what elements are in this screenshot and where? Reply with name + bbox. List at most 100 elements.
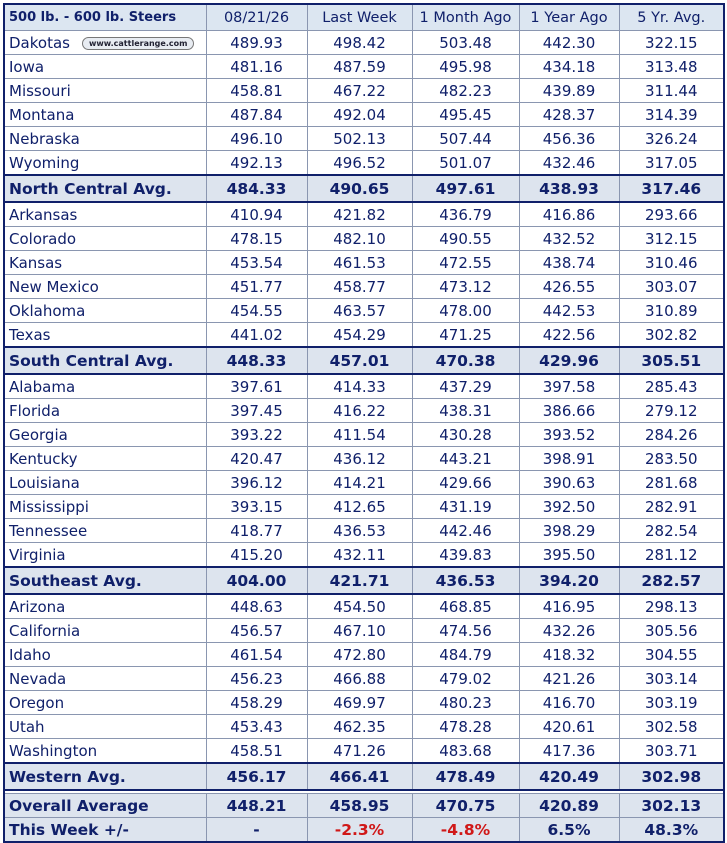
value-cell: 448.63 — [205, 593, 308, 619]
value-cell: 438.31 — [411, 398, 520, 423]
cell-text: Texas — [9, 325, 51, 344]
cell-text: 310.46 — [645, 253, 698, 272]
value-cell: 456.36 — [518, 126, 620, 151]
value-cell: 428.37 — [518, 102, 620, 127]
cell-text: 420.89 — [539, 796, 599, 815]
value-cell: 432.52 — [518, 226, 620, 251]
state-row: Arizona 448.63 454.50 468.85 416.95 298.13 — [3, 593, 725, 619]
value-cell: 411.54 — [306, 422, 413, 447]
cell-text: 458.77 — [333, 277, 386, 296]
value-cell: 281.12 — [618, 542, 725, 568]
state-row: New Mexico 451.77 458.77 473.12 426.55 303.07 — [3, 274, 725, 299]
cell-text: 442.46 — [439, 521, 492, 540]
cell-text: 421.71 — [329, 571, 390, 590]
value-cell: 420.47 — [205, 446, 308, 471]
cell-text: 6.5% — [547, 820, 591, 839]
cell-text: Wyoming — [9, 153, 80, 172]
cell-text: 392.50 — [542, 497, 596, 516]
cell-text: 466.88 — [333, 669, 386, 688]
cell-text: 397.61 — [230, 377, 283, 396]
change-row: This Week +/- - -2.3% -4.8% 6.5% 48.3% — [3, 817, 725, 843]
value-cell: 495.98 — [411, 54, 520, 79]
value-cell: 397.61 — [205, 373, 308, 399]
value-cell: 482.23 — [411, 78, 520, 103]
cell-text: Kansas — [9, 253, 63, 272]
value-cell: Last Week — [306, 3, 413, 31]
cell-text: 474.56 — [439, 621, 492, 640]
value-cell: 386.66 — [518, 398, 620, 423]
cell-text: 442.30 — [542, 33, 596, 52]
state-row: Utah 453.43 462.35 478.28 420.61 302.58 — [3, 714, 725, 739]
cell-text: 472.55 — [439, 253, 492, 272]
overall-row: Overall Average 448.21 458.95 470.75 420.89 3… — [3, 793, 725, 818]
cell-text: 458.29 — [230, 693, 283, 712]
cell-text: 312.15 — [645, 229, 698, 248]
cell-text: 456.17 — [226, 767, 287, 786]
cell-text: 482.23 — [439, 81, 492, 100]
value-cell: 434.18 — [518, 54, 620, 79]
value-cell: 283.50 — [618, 446, 725, 471]
value-cell: 395.50 — [518, 542, 620, 568]
state-row: Kentucky 420.47 436.12 443.21 398.91 283.50 — [3, 446, 725, 471]
state-row: Kansas 453.54 461.53 472.55 438.74 310.46 — [3, 250, 725, 275]
cell-text: 478.15 — [230, 229, 283, 248]
cell-text: 497.61 — [435, 179, 496, 198]
cell-text: 432.52 — [542, 229, 596, 248]
cell-text: 317.05 — [645, 153, 698, 172]
value-cell: 404.00 — [205, 566, 308, 595]
cell-text: Georgia — [9, 425, 68, 444]
state-row: Dakotas www.cattlerange.com 489.93 498.42 50… — [3, 30, 725, 55]
value-cell: 293.66 — [618, 201, 725, 227]
value-cell: 487.84 — [205, 102, 308, 127]
cell-text: 422.56 — [542, 325, 596, 344]
cell-text: 461.54 — [230, 645, 283, 664]
value-cell: 302.98 — [618, 762, 725, 791]
value-cell: 457.01 — [306, 346, 413, 375]
cell-text: 501.07 — [439, 153, 492, 172]
cell-text: Virginia — [9, 545, 66, 564]
cell-text: 416.86 — [542, 205, 596, 224]
label-cell: New Mexico — [3, 274, 207, 299]
cell-text: Kentucky — [9, 449, 78, 468]
cell-text: 490.65 — [329, 179, 390, 198]
cell-text: 484.33 — [226, 179, 287, 198]
cell-text: 458.51 — [230, 741, 283, 760]
label-cell: Oregon — [3, 690, 207, 715]
cell-text: 414.33 — [333, 377, 386, 396]
cell-text: 393.22 — [230, 425, 283, 444]
cell-text: 442.53 — [542, 301, 596, 320]
cell-text: 303.07 — [645, 277, 698, 296]
cell-text: 495.98 — [439, 57, 492, 76]
value-cell: 448.21 — [205, 793, 308, 818]
value-cell: 279.12 — [618, 398, 725, 423]
cell-text: 438.31 — [439, 401, 492, 420]
label-cell: This Week +/- — [3, 817, 207, 843]
cell-text: 507.44 — [439, 129, 492, 148]
cell-text: 395.50 — [542, 545, 596, 564]
value-cell: 462.35 — [306, 714, 413, 739]
state-row: Washington 458.51 471.26 483.68 417.36 303.71 — [3, 738, 725, 764]
value-cell: 496.52 — [306, 150, 413, 176]
label-cell: Kansas — [3, 250, 207, 275]
cell-text: 305.56 — [645, 621, 698, 640]
cell-text: 456.23 — [230, 669, 283, 688]
state-row: Tennessee 418.77 436.53 442.46 398.29 282.54 — [3, 518, 725, 543]
value-cell: 442.30 — [518, 30, 620, 55]
cell-text: 305.51 — [641, 351, 702, 370]
cell-text: 393.52 — [542, 425, 596, 444]
price-table-wrap: 500 lb. - 600 lb. Steers 08/21/26 Last Wee… — [3, 3, 725, 843]
state-row: Louisiana 396.12 414.21 429.66 390.63 281.68 — [3, 470, 725, 495]
value-cell: 418.77 — [205, 518, 308, 543]
cell-text: Western Avg. — [9, 767, 126, 786]
value-cell: 397.45 — [205, 398, 308, 423]
cell-text: 489.93 — [230, 33, 283, 52]
cell-text: 311.44 — [645, 81, 698, 100]
label-cell: Colorado — [3, 226, 207, 251]
state-row: Iowa 481.16 487.59 495.98 434.18 313.48 — [3, 54, 725, 79]
cell-text: Missouri — [9, 81, 71, 100]
value-cell: 1 Year Ago — [518, 3, 620, 31]
cell-text: 502.13 — [333, 129, 386, 148]
cell-text: 487.84 — [230, 105, 283, 124]
cell-text: 313.48 — [645, 57, 698, 76]
cell-text: 439.83 — [439, 545, 492, 564]
